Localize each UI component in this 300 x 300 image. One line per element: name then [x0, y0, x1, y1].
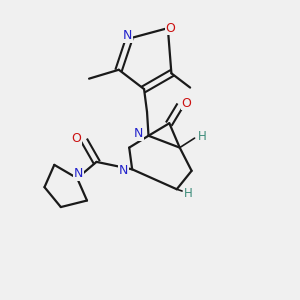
Text: N: N [123, 29, 132, 42]
Text: H: H [184, 188, 193, 200]
Text: O: O [181, 97, 191, 110]
Text: O: O [71, 132, 81, 145]
Text: N: N [119, 164, 128, 177]
Text: N: N [74, 167, 83, 180]
Text: O: O [165, 22, 175, 34]
Text: H: H [198, 130, 206, 143]
Text: N: N [134, 127, 143, 140]
